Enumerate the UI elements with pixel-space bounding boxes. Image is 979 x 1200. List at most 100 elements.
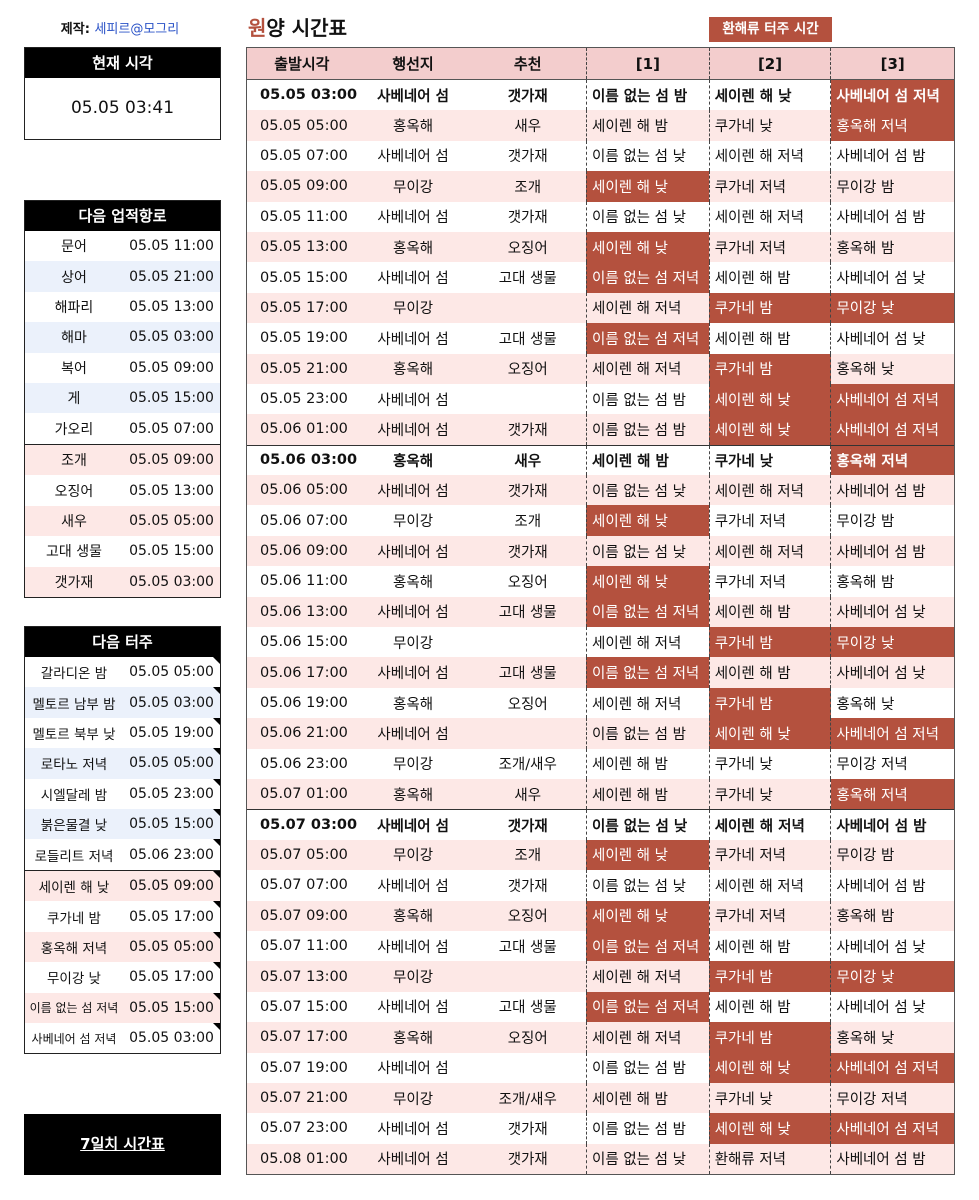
cell-stop-2: 세이렌 해 낮 — [708, 718, 832, 749]
cell-destination: 사베네어 섬 — [356, 414, 470, 445]
cell-destination: 홍옥해 — [393, 574, 434, 591]
list-item-time: 05.05 05:00 — [129, 755, 214, 772]
weekly-schedule-button[interactable]: 7일치 시간표 — [24, 1114, 221, 1175]
page-title-first-char: 원 — [248, 16, 267, 40]
cell-destination: 홍옥해 — [356, 1022, 470, 1053]
cell-stop-1: 세이렌 해 낮 — [586, 566, 709, 597]
list-item: 새우 05.05 05:00 — [25, 505, 220, 537]
cell-departure: 05.05 21:00 — [247, 353, 357, 384]
list-item-time: 05.05 15:00 — [129, 999, 214, 1016]
cell-stop-1: 이름 없는 섬 낮 — [586, 475, 709, 506]
cell-stop-3: 홍옥해 저녁 — [831, 778, 955, 810]
cell-recommend: 오징어 — [507, 696, 548, 713]
comment-marker-icon — [213, 748, 220, 756]
comment-marker-icon — [213, 717, 220, 725]
list-item-time: 05.05 09:00 — [129, 452, 214, 469]
cell-stop-1: 세이렌 해 저녁 — [586, 353, 709, 384]
list-item: 갈라디온 밤 05.05 05:00 — [25, 657, 220, 687]
list-item-name: 쿠가네 밤 — [47, 910, 101, 927]
ferry-list-1: 갈라디온 밤 05.05 05:00 멜토르 남부 밤 05.05 03:00 멜토르 … — [25, 657, 220, 870]
cell-destination: 사베네어 섬 — [377, 210, 449, 227]
cell-destination: 홍옥해 — [356, 778, 470, 810]
list-item-name: 멜토르 북부 낮 — [32, 726, 116, 743]
legend-highlight-badge: 환해류 터주 시간 — [709, 17, 832, 42]
comment-marker-icon — [213, 992, 220, 1000]
cell-stop-2: 쿠가네 밤 — [708, 1022, 832, 1053]
cell-stop-1: 이름 없는 섬 밤 — [586, 383, 709, 415]
list-item-time: 05.05 21:00 — [129, 268, 214, 285]
list-item-time: 05.05 03:00 — [129, 329, 214, 346]
achievement-route-header: 다음 업적항로 — [25, 201, 220, 231]
cell-stop-1: 이름 없는 섬 밤 — [586, 414, 709, 445]
cell-recommend: 고대 생물 — [498, 1000, 557, 1017]
cell-departure: 05.07 17:00 — [247, 1022, 357, 1053]
cell-stop-1: 이름 없는 섬 낮 — [586, 1143, 709, 1175]
table-row: 05.07 03:00 사베네어 섬 갯가재 이름 없는 섬 낮 세이렌 해 저녁 사베네… — [247, 809, 954, 840]
cell-departure: 05.07 09:00 — [247, 900, 357, 931]
achievement-route-box: 다음 업적항로 문어 05.05 11:00 상어 05.05 21:00 해파리 05.… — [24, 200, 221, 445]
current-time-header: 현재 시각 — [25, 48, 220, 78]
list-item-time: 05.05 15:00 — [129, 390, 214, 407]
cell-stop-1: 세이렌 해 낮 — [586, 900, 709, 931]
cell-departure: 05.05 07:00 — [260, 147, 348, 164]
table-row: 05.08 01:00 사베네어 섬 갯가재 이름 없는 섬 낮 환해류 저녁 사베네어 … — [247, 1143, 955, 1175]
table-row: 05.07 07:00 사베네어 섬 갯가재 이름 없는 섬 낮 세이렌 해 저녁 사베네… — [247, 870, 954, 901]
cell-stop-3: 사베네어 섬 밤 — [831, 475, 955, 506]
cell-stop-1: 이름 없는 섬 저녁 — [586, 930, 709, 962]
cell-recommend: 갯가재 — [507, 1121, 548, 1138]
cell-recommend: 오징어 — [469, 231, 587, 263]
cell-stop-3: 사베네어 섬 밤 — [836, 210, 926, 227]
credit: 제작: 세피르@모그리 — [0, 18, 240, 37]
cell-stop-2: 쿠가네 저녁 — [708, 505, 832, 536]
cell-stop-1: 이름 없는 섬 낮 — [586, 535, 709, 567]
table-row: 05.07 23:00 사베네어 섬 갯가재 이름 없는 섬 밤 세이렌 해 낮 사베네어… — [247, 1113, 955, 1144]
cell-recommend: 갯가재 — [507, 149, 548, 166]
cell-destination: 홍옥해 — [356, 231, 470, 263]
list-item-name: 로타노 저녁 — [40, 757, 108, 774]
cell-recommend — [469, 384, 586, 414]
cell-stop-3: 사베네어 섬 낮 — [836, 1000, 926, 1017]
cell-stop-1: 이름 없는 섬 저녁 — [586, 657, 709, 688]
cell-stop-3: 무이강 낮 — [831, 627, 955, 658]
cell-stop-2: 쿠가네 저녁 — [708, 171, 832, 202]
cell-stop-1: 세이렌 해 밤 — [586, 778, 709, 810]
cell-stop-1: 세이렌 해 낮 — [586, 231, 709, 263]
cell-stop-2: 세이렌 해 저녁 — [708, 140, 832, 172]
cell-stop-1: 이름 없는 섬 낮 — [586, 140, 709, 172]
cell-recommend: 갯가재 — [469, 475, 587, 506]
cell-departure: 05.05 17:00 — [247, 292, 357, 324]
table-row: 05.06 03:00 홍옥해 새우 세이렌 해 밤 쿠가네 낮 홍옥해 저녁 — [247, 444, 955, 476]
comment-marker-icon — [213, 1022, 220, 1030]
cell-stop-1: 이름 없는 섬 낮 — [586, 810, 709, 840]
cell-recommend: 조개 — [514, 514, 542, 531]
cell-stop-1: 세이렌 해 낮 — [586, 839, 709, 871]
cell-destination: 홍옥해 — [393, 453, 434, 470]
credit-author-link[interactable]: 세피르@모그리 — [94, 22, 180, 37]
cell-departure: 05.05 23:00 — [260, 391, 348, 408]
header-destination: 행선지 — [392, 55, 434, 73]
cell-stop-1: 세이렌 해 저녁 — [586, 687, 709, 719]
cell-recommend — [469, 961, 587, 992]
cell-destination: 홍옥해 — [393, 696, 434, 713]
cell-destination: 무이강 — [393, 757, 434, 774]
cell-recommend: 고대 생물 — [469, 657, 587, 688]
achievement-list-2: 조개 05.05 09:00 오징어 05.05 13:00 새우 05.05 05:00… — [25, 445, 220, 597]
list-item-name: 세이렌 해 낮 — [38, 880, 110, 897]
list-item: 세이렌 해 낮 05.05 09:00 — [25, 871, 220, 902]
cell-stop-1: 이름 없는 섬 저녁 — [586, 991, 709, 1023]
cell-stop-3: 사베네어 섬 낮 — [836, 939, 926, 956]
cell-stop-3: 홍옥해 밤 — [831, 900, 955, 931]
cell-stop-3: 홍옥해 밤 — [831, 231, 955, 263]
cell-stop-3: 사베네어 섬 저녁 — [831, 414, 955, 445]
cell-stop-2: 쿠가네 밤 — [708, 627, 832, 658]
cell-departure: 05.06 17:00 — [247, 657, 357, 688]
comment-marker-icon — [213, 871, 220, 878]
list-item-name: 갈라디온 밤 — [40, 666, 108, 683]
cell-recommend: 오징어 — [507, 574, 548, 591]
cell-stop-1: 이름 없는 섬 저녁 — [586, 262, 709, 293]
cell-stop-1: 세이렌 해 낮 — [586, 171, 709, 202]
list-item-name: 문어 — [61, 239, 87, 256]
cell-departure: 05.05 19:00 — [260, 330, 348, 347]
